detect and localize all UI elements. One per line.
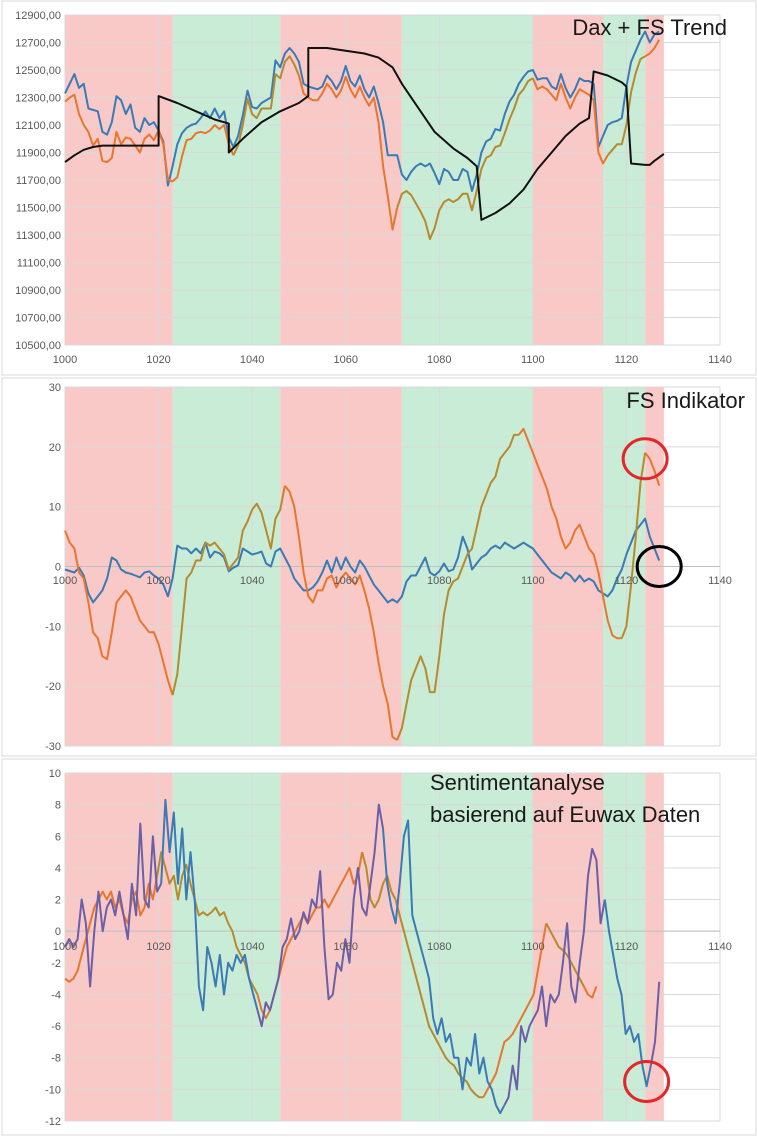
y-tick-label: 11500,00 [16, 203, 61, 215]
trend-zone-bear [280, 773, 402, 1121]
y-tick-label: 10700,00 [15, 313, 61, 325]
highlight-circle [623, 1059, 671, 1103]
y-tick-label: 20 [49, 442, 61, 454]
x-tick-label: 1120 [615, 941, 639, 953]
chart-subtitle: basierend auf Euwax Daten [430, 802, 700, 827]
series-line-purple [64, 822, 163, 988]
y-tick-label: -30 [45, 741, 61, 753]
y-tick-label: 10 [49, 768, 61, 780]
y-tick-label: -6 [51, 1021, 61, 1033]
series-line-purple [503, 847, 606, 1106]
series-line-blue [382, 819, 506, 1115]
y-tick-label: -10 [45, 1084, 61, 1096]
y-tick-label: 10500,00 [15, 340, 61, 352]
trend-zone-bear [645, 773, 664, 1121]
series-line-purple [649, 981, 661, 1066]
series-line-orange [297, 75, 399, 231]
chart-title: Sentimentanalyse [430, 770, 605, 795]
series-line-orange [284, 485, 398, 741]
series-line-gold [232, 55, 300, 156]
chart-title: FS Indikator [626, 388, 745, 413]
y-tick-label: 12100,00 [15, 120, 61, 132]
y-tick-label: -12 [45, 1116, 61, 1128]
x-tick-label: 1020 [146, 941, 170, 953]
x-tick-label: 1000 [53, 354, 77, 366]
series-line-orange [583, 986, 598, 999]
series-line-gold [156, 851, 259, 995]
x-tick-label: 1060 [333, 575, 357, 587]
y-tick-label: 11900,00 [16, 148, 61, 160]
series-line-gold [396, 77, 534, 241]
y-tick-label: -10 [45, 621, 61, 633]
y-tick-label: 6 [55, 831, 61, 843]
highlight-circle [635, 545, 683, 588]
x-tick-label: 1060 [333, 354, 357, 366]
y-tick-label: -4 [51, 989, 61, 1001]
x-tick-label: 1080 [427, 575, 451, 587]
series-line-orange [644, 39, 661, 58]
x-tick-label: 1080 [427, 354, 451, 366]
series-line-black [64, 47, 665, 221]
y-tick-label: -20 [45, 681, 61, 693]
x-tick-label: 1140 [708, 354, 732, 366]
y-tick-label: 30 [49, 382, 61, 394]
x-tick-label: 1040 [240, 575, 264, 587]
x-tick-label: 1140 [708, 941, 732, 953]
y-tick-label: 4 [55, 863, 61, 875]
sentiment-chart: -12 -10 -8 -6 -4 -2 0 2 4 6 8 10 1000 1020 1040 1060 108… [1, 758, 757, 1136]
x-tick-label: 1060 [333, 941, 357, 953]
y-tick-label: -8 [51, 1053, 61, 1065]
series-line-orange [482, 923, 548, 1098]
series-line-blue [603, 899, 652, 1088]
highlight-circle [621, 437, 669, 481]
y-tick-label: 8 [55, 800, 61, 812]
series-line-orange [64, 530, 174, 696]
series-line-purple [256, 803, 384, 1028]
y-tick-label: 12700,00 [15, 38, 61, 50]
y-tick-label: 10 [49, 502, 61, 514]
x-tick-label: 1100 [521, 354, 545, 366]
trend-zone-bull [401, 773, 533, 1121]
y-tick-label: 11300,00 [16, 230, 61, 242]
x-tick-label: 1080 [427, 941, 451, 953]
x-tick-label: 1040 [240, 354, 264, 366]
x-tick-label: 1100 [521, 575, 545, 587]
x-tick-label: 1040 [240, 941, 264, 953]
x-tick-label: 1000 [53, 575, 77, 587]
x-tick-label: 1120 [615, 354, 639, 366]
x-tick-label: 1140 [708, 575, 732, 587]
y-tick-label: 0 [55, 926, 61, 938]
y-tick-label: 11100,00 [17, 258, 61, 270]
series-line-orange [64, 93, 235, 183]
series-line-gold [396, 433, 519, 741]
x-tick-label: 1000 [53, 941, 77, 953]
chart-title: Dax + FS Trend [572, 15, 727, 40]
y-tick-label: 12300,00 [15, 93, 61, 105]
y-tick-label: -2 [51, 958, 61, 970]
series-line-orange [644, 452, 661, 487]
x-tick-label: 1020 [146, 575, 170, 587]
trend-zone-bull [172, 773, 281, 1121]
series-line-orange [518, 427, 622, 640]
series-line-blue [64, 517, 661, 604]
y-tick-label: 11700,00 [16, 175, 61, 187]
series-line-gold [171, 485, 286, 696]
series-line-blue [64, 30, 660, 192]
series-line-orange [64, 875, 159, 983]
x-tick-label: 1120 [615, 575, 639, 587]
y-tick-label: 0 [55, 562, 61, 574]
x-tick-label: 1100 [521, 941, 545, 953]
dax-fs-trend-chart: 10500,00 10700,00 10900,00 11100,00 11300,00… [1, 0, 757, 376]
y-tick-label: 12900,00 [15, 10, 61, 22]
y-tick-label: 12500,00 [15, 65, 61, 77]
series-line-gold [606, 55, 646, 156]
y-tick-label: 10900,00 [15, 285, 61, 297]
series-line-orange [531, 77, 609, 165]
series-line-blue [160, 798, 259, 1012]
x-tick-label: 1020 [146, 354, 170, 366]
y-tick-label: 2 [55, 895, 61, 907]
